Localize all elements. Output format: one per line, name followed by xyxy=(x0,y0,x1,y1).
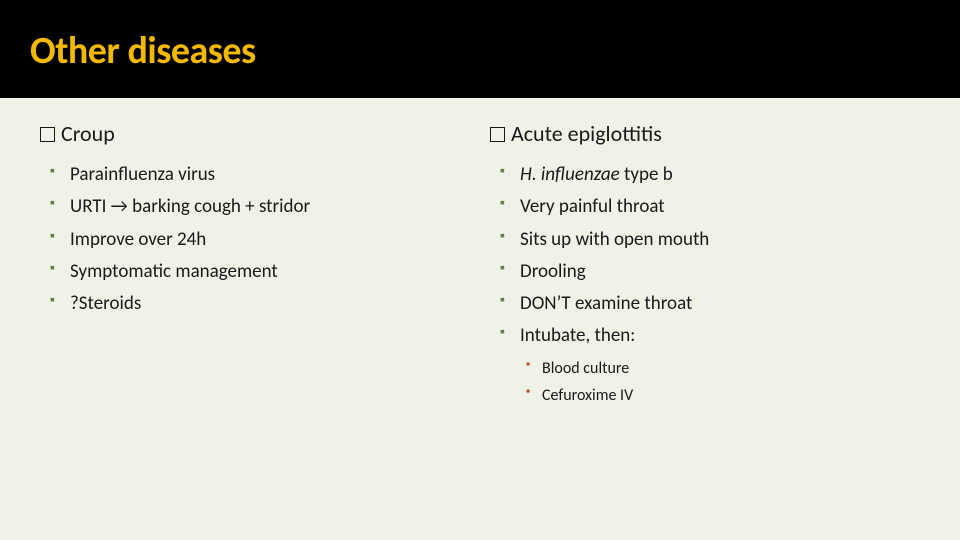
left-list: Parainfluenza virus URTI → barking cough… xyxy=(40,159,470,320)
title-bar: Other diseases xyxy=(0,0,960,98)
left-heading-text: Croup xyxy=(61,120,115,147)
list-item: Improve over 24h xyxy=(70,224,470,256)
list-item: Symptomatic management xyxy=(70,256,470,288)
content-area: Croup Parainfluenza virus URTI → barking… xyxy=(0,98,960,409)
list-item: Drooling xyxy=(520,256,920,288)
checkbox-icon xyxy=(40,127,55,142)
list-item: Very painful throat xyxy=(520,191,920,223)
slide-title: Other diseases xyxy=(30,28,930,74)
right-list: H. influenzae type b Very painful throat… xyxy=(490,159,920,409)
right-heading: Acute epiglottitis xyxy=(490,120,920,147)
list-item: Parainfluenza virus xyxy=(70,159,470,191)
list-item: Cefuroxime IV xyxy=(542,382,920,409)
left-heading: Croup xyxy=(40,120,470,147)
list-item: H. influenzae type b xyxy=(520,159,920,191)
list-item: Intubate, then: Blood culture Cefuroxime… xyxy=(520,320,920,409)
list-item: DON’T examine throat xyxy=(520,288,920,320)
list-item: URTI → barking cough + stridor xyxy=(70,191,470,223)
checkbox-icon xyxy=(490,127,505,142)
right-heading-text: Acute epiglottitis xyxy=(511,120,662,147)
right-column: Acute epiglottitis H. influenzae type b … xyxy=(490,120,920,409)
list-item: Sits up with open mouth xyxy=(520,224,920,256)
right-sublist: Blood culture Cefuroxime IV xyxy=(520,355,920,409)
list-item: Blood culture xyxy=(542,355,920,382)
left-column: Croup Parainfluenza virus URTI → barking… xyxy=(40,120,470,409)
list-item: ?Steroids xyxy=(70,288,470,320)
